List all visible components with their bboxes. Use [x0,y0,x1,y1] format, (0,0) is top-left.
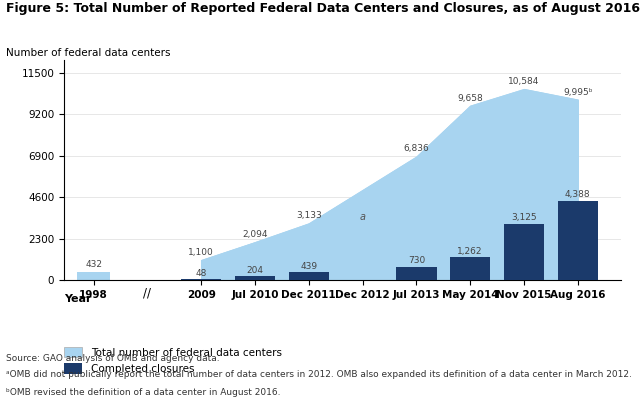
Text: 3,125: 3,125 [511,213,537,222]
Bar [235,276,275,280]
Text: 3,133: 3,133 [296,211,322,220]
Text: ᵃOMB did not publically report the total number of data centers in 2012. OMB als: ᵃOMB did not publically report the total… [6,370,632,379]
Text: Number of federal data centers: Number of federal data centers [6,48,171,58]
Bar [77,272,109,280]
Bar [557,201,598,280]
Text: 10,584: 10,584 [508,77,540,86]
Text: 432: 432 [85,260,102,269]
Text: Figure 5: Total Number of Reported Federal Data Centers and Closures, as of Augu: Figure 5: Total Number of Reported Feder… [6,2,640,15]
Text: Year: Year [64,294,92,304]
Text: 6,836: 6,836 [403,144,429,154]
Legend: Total number of federal data centers, Completed closures: Total number of federal data centers, Co… [63,347,282,374]
Text: a: a [360,212,365,222]
Text: 204: 204 [246,266,264,275]
Text: 1,262: 1,262 [458,247,483,256]
Bar [450,257,490,280]
Bar [396,267,436,280]
Text: 730: 730 [408,256,425,265]
Text: 9,658: 9,658 [458,94,483,102]
Text: 2,094: 2,094 [242,230,268,239]
Text: 4,388: 4,388 [565,190,591,200]
Text: Source: GAO analysis of OMB and agency data.: Source: GAO analysis of OMB and agency d… [6,354,220,363]
Bar [181,279,221,280]
Text: 1,100: 1,100 [188,248,214,257]
Bar [289,272,329,280]
Text: //: // [143,286,152,299]
Text: 439: 439 [300,262,317,271]
Text: 48: 48 [195,269,207,278]
Bar [504,224,544,280]
Text: 9,995ᵇ: 9,995ᵇ [563,88,593,96]
Text: ᵇOMB revised the definition of a data center in August 2016.: ᵇOMB revised the definition of a data ce… [6,388,281,397]
